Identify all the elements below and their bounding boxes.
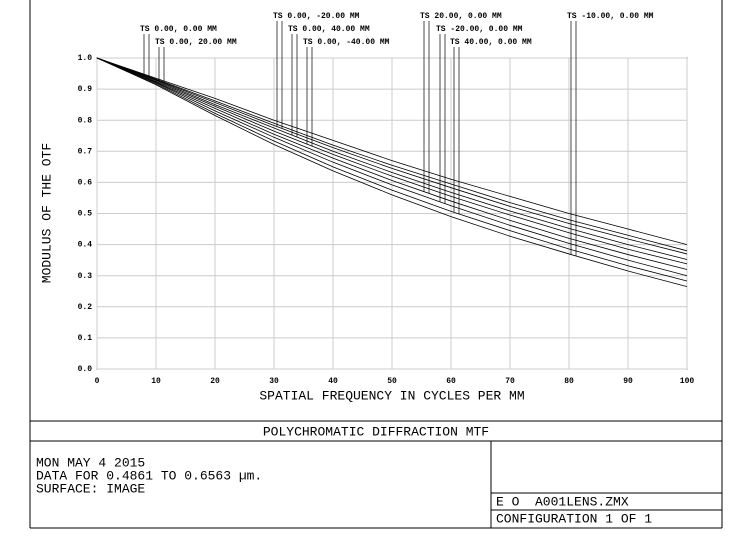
y-tick-label: 0.9 xyxy=(78,85,93,94)
legend-label: TS 20.00, 0.00 MM xyxy=(420,12,502,21)
x-tick-label: 70 xyxy=(505,377,515,386)
x-tick-label: 80 xyxy=(564,377,574,386)
x-tick-label: 50 xyxy=(387,377,397,386)
legend-label: TS 0.00, 0.00 MM xyxy=(140,25,217,34)
mtf-curve xyxy=(96,57,688,270)
mtf-curve xyxy=(96,57,688,245)
legend-label: TS 0.00, 40.00 MM xyxy=(288,25,370,34)
y-tick-label: 0.6 xyxy=(78,179,93,188)
legend-label: TS 0.00, 20.00 MM xyxy=(155,38,237,47)
mtf-curve xyxy=(96,57,688,277)
legend-label: TS -20.00, 0.00 MM xyxy=(436,25,523,34)
legend-label: TS 0.00, -40.00 MM xyxy=(303,38,390,47)
legend-label: TS 40.00, 0.00 MM xyxy=(450,38,532,47)
x-tick-label: 40 xyxy=(328,377,338,386)
x-tick-label: 10 xyxy=(151,377,161,386)
y-tick-label: 0.3 xyxy=(78,272,93,281)
y-tick-label: 0.0 xyxy=(78,365,93,374)
mtf-curve xyxy=(96,57,688,282)
mtf-curve xyxy=(96,57,688,260)
mtf-curve xyxy=(96,57,688,265)
y-tick-label: 1.0 xyxy=(78,54,93,63)
x-tick-label: 100 xyxy=(680,377,695,386)
x-tick-label: 60 xyxy=(446,377,456,386)
chart-title: POLYCHROMATIC DIFFRACTION MTF xyxy=(263,424,489,439)
x-tick-label: 30 xyxy=(269,377,279,386)
footer-date: MON MAY 4 2015 xyxy=(36,455,145,470)
x-tick-label: 90 xyxy=(623,377,633,386)
y-tick-label: 0.2 xyxy=(78,303,93,312)
legend-label: TS 0.00, -20.00 MM xyxy=(273,12,360,21)
y-tick-label: 0.4 xyxy=(78,241,93,250)
y-tick-label: 0.8 xyxy=(78,116,93,125)
y-axis-label: MODULUS OF THE OTF xyxy=(39,143,54,283)
y-tick-label: 0.5 xyxy=(78,210,93,219)
x-tick-label: 20 xyxy=(210,377,220,386)
footer-config: CONFIGURATION 1 OF 1 xyxy=(496,511,652,526)
y-tick-label: 0.1 xyxy=(78,334,93,343)
footer-file: E O A001LENS.ZMX xyxy=(496,494,629,509)
mtf-curve xyxy=(96,57,688,252)
mtf-curve xyxy=(96,57,688,255)
footer-data: DATA FOR 0.4861 TO 0.6563 µm. xyxy=(36,468,262,483)
x-axis-label: SPATIAL FREQUENCY IN CYCLES PER MM xyxy=(259,388,524,403)
legend-label: TS -10.00, 0.00 MM xyxy=(567,12,654,21)
y-tick-label: 0.7 xyxy=(78,147,93,156)
x-tick-label: 0 xyxy=(95,377,100,386)
mtf-curve xyxy=(96,57,688,287)
footer-surface: SURFACE: IMAGE xyxy=(36,481,145,496)
